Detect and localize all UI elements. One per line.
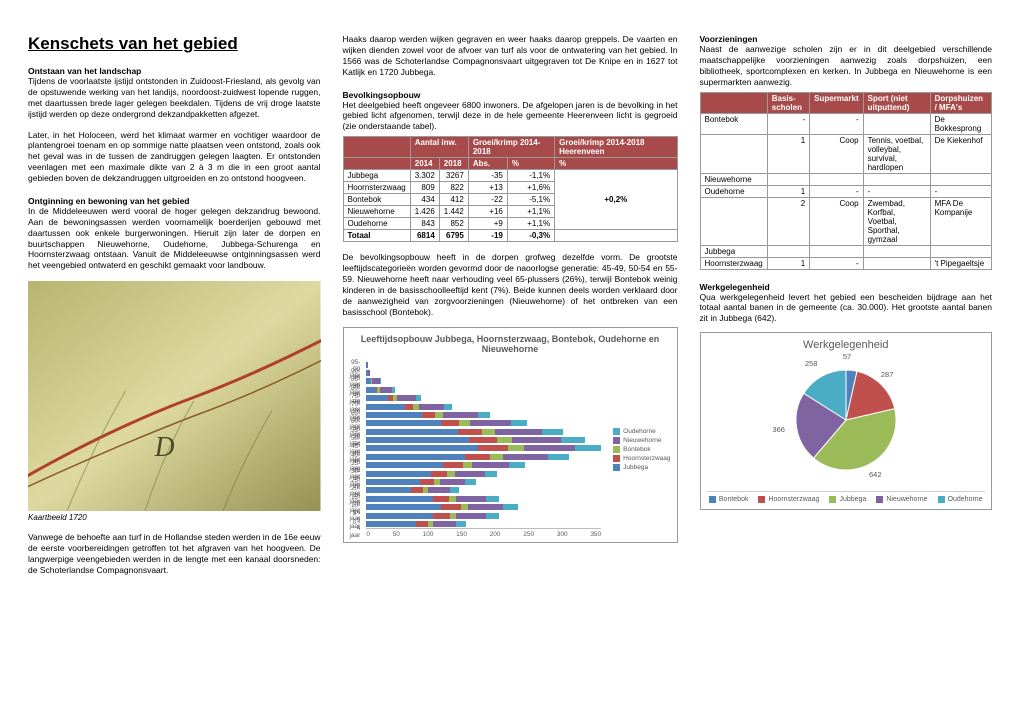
table-row: Jubbega3.3023267-35-1,1%+0,2% <box>343 170 677 182</box>
table-row: Hoornsterzwaag1-'t Pipegaeltsje <box>700 257 992 269</box>
map-image-1720: D <box>28 281 321 511</box>
table-row: Nieuwehorne <box>700 173 992 185</box>
table-row: Bontebok--De Bokkesprong <box>700 113 992 134</box>
facilities-table: Basis-scholen Supermarkt Sport (niet uit… <box>700 92 993 270</box>
table-row: Oudehorne1--- <box>700 185 992 197</box>
heading-ontginning: Ontginning en bewoning van het gebied <box>28 196 321 206</box>
page-columns: Kenschets van het gebied Ontstaan van he… <box>28 34 992 576</box>
para: Qua werkgelegenheid levert het gebied ee… <box>700 292 993 325</box>
para: Tijdens de voorlaatste ijstijd ontstonde… <box>28 76 321 120</box>
column-3: Voorzieningen Naast de aanwezige scholen… <box>700 34 993 576</box>
para: In de Middeleeuwen werd vooral de hoger … <box>28 206 321 271</box>
para: Naast de aanwezige scholen zijn er in di… <box>700 44 993 88</box>
page-title: Kenschets van het gebied <box>28 34 321 54</box>
para: De bevolkingsopbouw heeft in de dorpen g… <box>343 252 678 317</box>
heading-voorzieningen: Voorzieningen <box>700 34 993 44</box>
para: Het deelgebied heeft ongeveer 6800 inwon… <box>343 100 678 133</box>
table-row: 1CoopTennis, voetbal, volleybal, surviva… <box>700 134 992 173</box>
chart-title: Werkgelegenheid <box>707 339 986 351</box>
table-row: 2CoopZwembad, Korfbal, Voetbal, Sporthal… <box>700 197 992 245</box>
employment-pie-chart: Werkgelegenheid 57287642366258 BontebokH… <box>700 332 993 510</box>
age-bar-chart: Leeftijdsopbouw Jubbega, Hoornsterzwaag,… <box>343 327 678 543</box>
column-2: Haaks daarop werden wijken gegraven en w… <box>343 34 678 576</box>
para: Vanwege de behoefte aan turf in de Holla… <box>28 532 321 576</box>
heading-werk: Werkgelegenheid <box>700 282 993 292</box>
population-table: Aantal inw. Groei/krimp 2014-2018 Groei/… <box>343 136 678 242</box>
para: Haaks daarop werden wijken gegraven en w… <box>343 34 678 78</box>
table-row: Totaal68146795-19-0,3% <box>343 230 677 242</box>
table-row: Jubbega <box>700 245 992 257</box>
map-caption: Kaartbeeld 1720 <box>28 513 321 522</box>
svg-text:D: D <box>154 431 175 462</box>
chart-title: Leeftijdsopbouw Jubbega, Hoornsterzwaag,… <box>350 334 671 354</box>
column-1: Kenschets van het gebied Ontstaan van he… <box>28 34 321 576</box>
heading-ontstaan: Ontstaan van het landschap <box>28 66 321 76</box>
heading-bevolking: Bevolkingsopbouw <box>343 90 678 100</box>
para: Later, in het Holoceen, werd het klimaat… <box>28 130 321 184</box>
